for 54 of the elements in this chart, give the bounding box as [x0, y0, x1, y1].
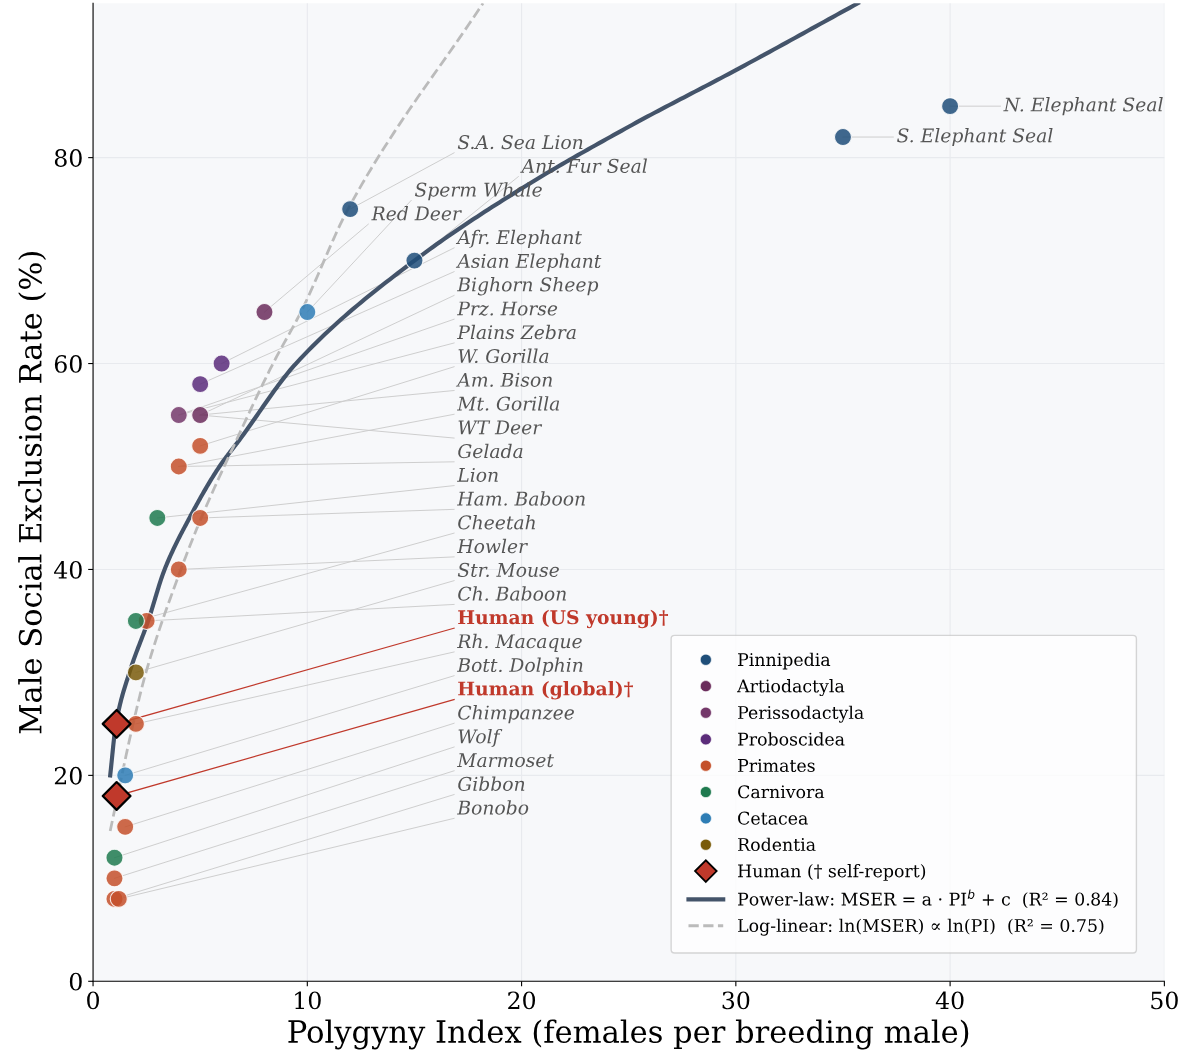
annotation: Ham. Baboon — [457, 491, 585, 506]
annotation: Human (global)† — [458, 681, 633, 700]
x-tick-label: 10 — [295, 991, 321, 1010]
legend-label: Log-linear: ln(MSER) ∝ ln(PI) (R² = 0.75) — [738, 918, 1104, 936]
legend-label: Carnivora — [738, 785, 825, 799]
y-tick-label: 20 — [54, 766, 82, 785]
annotation: Plains Zebra — [457, 324, 576, 340]
legend-label: Proboscidea — [738, 732, 845, 746]
annotation: Gelada — [458, 443, 523, 459]
x-tick-label: 50 — [1151, 991, 1178, 1010]
annotation: S.A. Sea Lion — [457, 135, 583, 150]
annotation: Ant. Fur Seal — [520, 158, 648, 173]
annotation: Bonobo — [457, 800, 529, 815]
annotation: Mt. Gorilla — [457, 396, 560, 411]
annotation: Cheetah — [458, 514, 535, 530]
x-tick-label: 40 — [935, 991, 964, 1010]
annotation: WT Deer — [458, 420, 543, 435]
y-axis-title: Male Social Exclusion Rate (%) — [18, 252, 47, 734]
legend-label: Power-law: MSER = a · PI$^{b}$ + c (R² = 0.84) — [738, 889, 1118, 909]
annotation: S. Elephant Seal — [897, 127, 1053, 147]
legend-label: Perissodactyla — [738, 705, 864, 723]
annotation: Am. Bison — [455, 372, 552, 387]
annotation: Afr. Elephant — [455, 229, 582, 248]
annotation: Lion — [457, 467, 498, 482]
annotation: Human (US young)† — [458, 609, 669, 629]
legend-label: Rodentia — [738, 837, 816, 852]
annotation: Gibbon — [458, 776, 525, 791]
annotation: Bighorn Sheep — [457, 277, 599, 296]
x-tick-label: 30 — [722, 991, 750, 1010]
legend-label: Pinnipedia — [738, 652, 831, 670]
annotation: Rh. Macaque — [457, 633, 582, 652]
annotation: Prz. Horse — [457, 301, 558, 316]
y-tick-label: 60 — [54, 354, 82, 373]
annotation: N. Elephant Seal — [1003, 97, 1163, 116]
legend-label: Artiodactyla — [737, 679, 845, 697]
x-tick-label: 0 — [87, 991, 99, 1010]
legend-label: Primates — [738, 759, 815, 773]
legend-label: Human († self-report) — [738, 863, 926, 881]
annotation: Asian Elephant — [455, 253, 602, 272]
x-tick-label: 20 — [508, 991, 536, 1010]
y-tick-label: 0 — [69, 972, 82, 991]
y-tick-label: 80 — [54, 149, 82, 167]
annotation: Howler — [457, 538, 528, 554]
annotation: Wolf — [458, 728, 503, 748]
annotation: Ch. Baboon — [458, 586, 566, 601]
annotation: Chimpanzee — [458, 705, 574, 724]
x-axis-title: Polygyny Index (females per breeding male) — [288, 1019, 969, 1050]
annotation: Str. Mouse — [457, 562, 559, 578]
annotation: Bott. Dolphin — [457, 657, 583, 676]
annotation: W. Gorilla — [458, 348, 549, 364]
annotation: Red Deer — [371, 205, 462, 221]
annotation: Marmoset — [457, 753, 554, 768]
legend-label: Cetacea — [738, 811, 808, 825]
y-tick-label: 40 — [54, 560, 82, 579]
